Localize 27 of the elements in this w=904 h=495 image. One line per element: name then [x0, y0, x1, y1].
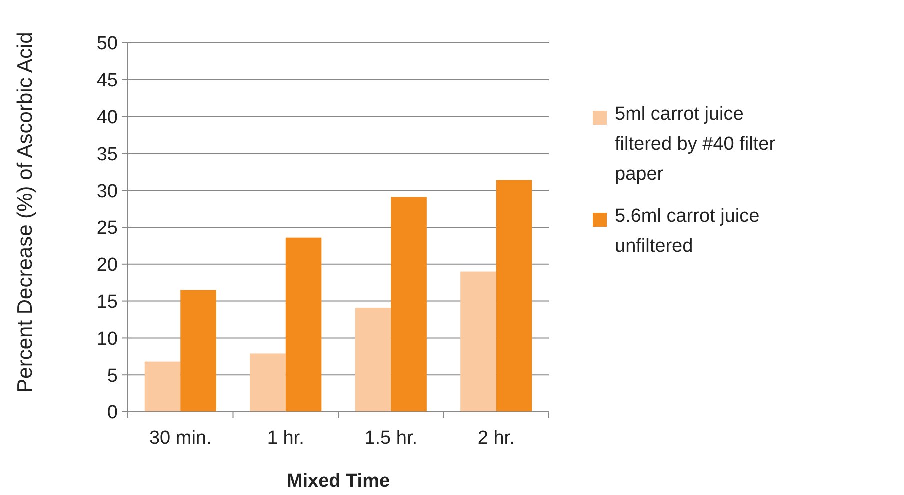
bar: [286, 238, 322, 412]
y-tick-label: 25: [96, 218, 118, 240]
legend-label: 5ml carrot juice filtered by #40 filter paper: [615, 104, 776, 185]
bar: [180, 290, 216, 412]
x-tick-label: 1.5 hr.: [364, 428, 418, 449]
y-axis-title: Percent Decrease (%) of Ascorbic Acid: [14, 32, 37, 393]
x-tick-label: 30 min.: [149, 428, 212, 449]
y-tick-label: 20: [96, 255, 118, 276]
y-tick-label: 50: [96, 34, 118, 55]
x-tick-label: 1 hr.: [267, 428, 304, 449]
bar: [250, 354, 286, 412]
bar: [144, 362, 181, 412]
bar: [460, 272, 496, 412]
y-tick-label: 45: [96, 70, 118, 92]
bar: [355, 308, 392, 412]
x-tick-label: 2 hr.: [478, 428, 515, 449]
x-axis-title: Mixed Time: [286, 471, 390, 492]
y-tick-label: 35: [96, 144, 118, 166]
bar: [391, 197, 427, 412]
y-tick-label: 10: [96, 328, 118, 350]
y-tick-label: 30: [96, 181, 118, 202]
y-tick-label: 5: [107, 366, 118, 387]
y-tick-label: 15: [96, 292, 118, 313]
legend-label: 5.6ml carrot juice unfiltered: [615, 206, 760, 257]
y-tick-label: 40: [96, 107, 118, 128]
y-tick-label: 0: [107, 402, 118, 424]
bar: [496, 180, 532, 412]
